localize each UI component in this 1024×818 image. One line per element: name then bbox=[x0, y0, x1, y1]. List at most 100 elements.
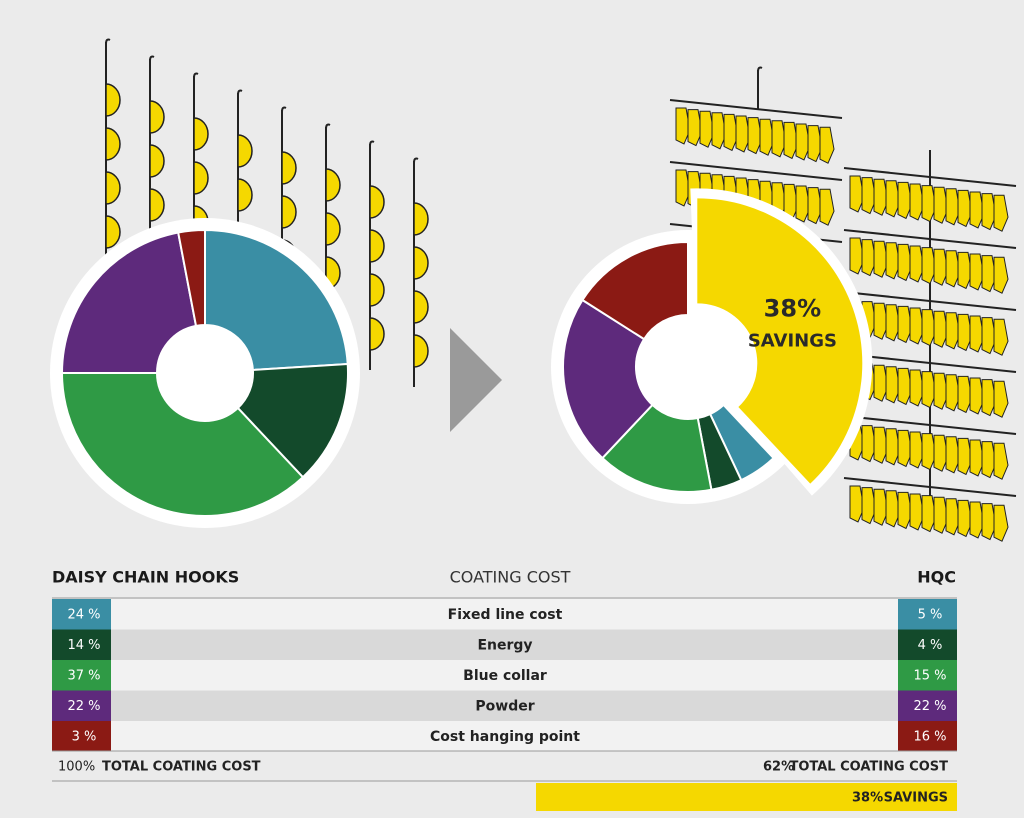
hook-part bbox=[969, 315, 985, 353]
savings-label: SAVINGS bbox=[748, 331, 837, 352]
hook-part bbox=[237, 134, 253, 168]
pie-hole bbox=[157, 325, 253, 421]
hook-part bbox=[945, 250, 961, 288]
hook-part bbox=[885, 366, 901, 404]
hook-part bbox=[933, 310, 949, 348]
rack-wire bbox=[757, 66, 763, 110]
right-title: HQC bbox=[917, 568, 956, 587]
rack-rail bbox=[669, 99, 843, 119]
right-value: 22 % bbox=[913, 699, 946, 714]
rack-rail bbox=[843, 291, 1017, 311]
hook-part bbox=[105, 127, 121, 161]
right-total: 62% bbox=[763, 760, 794, 775]
hook-part bbox=[759, 118, 775, 156]
table-title: COATING COST bbox=[450, 568, 571, 587]
hook-part bbox=[771, 120, 787, 158]
hook-part bbox=[735, 115, 751, 153]
right-swatch bbox=[898, 599, 957, 630]
hook-part bbox=[819, 188, 835, 226]
hook-part bbox=[897, 491, 913, 530]
hook-part bbox=[969, 501, 985, 539]
hook-part bbox=[921, 371, 937, 409]
hook-part bbox=[897, 243, 913, 282]
hook-part bbox=[897, 367, 913, 406]
hook-part bbox=[945, 498, 961, 536]
hook-part bbox=[369, 229, 385, 263]
row-label: Blue collar bbox=[463, 668, 547, 684]
left-swatch bbox=[52, 660, 111, 691]
hook-part bbox=[957, 375, 973, 414]
hook-part bbox=[981, 503, 997, 541]
hook-part bbox=[921, 495, 937, 533]
hook-part bbox=[933, 248, 949, 286]
hook-part bbox=[909, 493, 925, 531]
left-total-text: TOTAL COATING COST bbox=[102, 760, 261, 775]
hook-part bbox=[369, 185, 385, 219]
hook-part bbox=[281, 151, 297, 185]
hook-part bbox=[993, 194, 1009, 232]
hook-part bbox=[795, 185, 811, 223]
hook-part bbox=[957, 437, 973, 476]
hook-part bbox=[957, 251, 973, 290]
hook-part bbox=[281, 195, 297, 229]
hook-part bbox=[807, 125, 823, 163]
hook-part bbox=[909, 307, 925, 345]
rack-rail bbox=[843, 477, 1017, 497]
hook-part bbox=[885, 428, 901, 466]
hook-part bbox=[885, 180, 901, 218]
hook-part bbox=[413, 202, 429, 236]
hook-part bbox=[413, 290, 429, 324]
hook-part bbox=[193, 117, 209, 151]
right-swatch bbox=[898, 721, 957, 752]
rack-rail bbox=[843, 353, 1017, 373]
hook-part bbox=[933, 372, 949, 410]
hook-part bbox=[909, 431, 925, 469]
left-swatch bbox=[52, 629, 111, 660]
hook-part bbox=[849, 175, 865, 213]
row-bg bbox=[111, 599, 898, 630]
hook-part bbox=[237, 178, 253, 212]
left-swatch bbox=[52, 721, 111, 752]
hook-part bbox=[105, 215, 121, 249]
hook-part bbox=[699, 110, 715, 148]
row-label: Cost hanging point bbox=[430, 729, 580, 745]
hook-part bbox=[969, 439, 985, 477]
row-bg bbox=[111, 660, 898, 691]
hook-part bbox=[783, 183, 799, 222]
arrow bbox=[450, 328, 502, 432]
hook-part bbox=[981, 441, 997, 479]
hook-part bbox=[149, 144, 165, 178]
hook-part bbox=[885, 242, 901, 280]
left-title: DAISY CHAIN HOOKS bbox=[52, 568, 239, 587]
hook-part bbox=[723, 113, 739, 152]
hook-part bbox=[909, 183, 925, 221]
left-swatch bbox=[52, 599, 111, 630]
hook-part bbox=[945, 312, 961, 350]
hook-part bbox=[981, 379, 997, 417]
savings-bar-label: SAVINGS bbox=[884, 791, 948, 806]
right-swatch bbox=[898, 660, 957, 691]
right-total-text: TOTAL COATING COST bbox=[789, 760, 948, 775]
hook-part bbox=[945, 188, 961, 226]
hook-part bbox=[921, 247, 937, 285]
cost-table: DAISY CHAIN HOOKS COATING COST HQC 24 % 5 % F… bbox=[52, 568, 957, 811]
hook-part bbox=[675, 169, 691, 207]
hook-part bbox=[885, 304, 901, 342]
left-value: 3 % bbox=[72, 730, 97, 745]
savings-value: 38% bbox=[764, 295, 821, 323]
hook-part bbox=[969, 191, 985, 229]
hook-part bbox=[795, 123, 811, 161]
hook-part bbox=[711, 112, 727, 150]
hook-part bbox=[921, 433, 937, 471]
right-swatch bbox=[898, 629, 957, 660]
hook-part bbox=[325, 168, 341, 202]
hook-part bbox=[993, 442, 1009, 480]
hook-part bbox=[981, 193, 997, 231]
hook-part bbox=[957, 189, 973, 228]
hook-part bbox=[957, 313, 973, 352]
hook-part bbox=[861, 425, 877, 463]
hook-part bbox=[861, 487, 877, 525]
right-value: 5 % bbox=[918, 608, 943, 623]
hook-part bbox=[325, 212, 341, 246]
pie-slice bbox=[697, 198, 863, 484]
